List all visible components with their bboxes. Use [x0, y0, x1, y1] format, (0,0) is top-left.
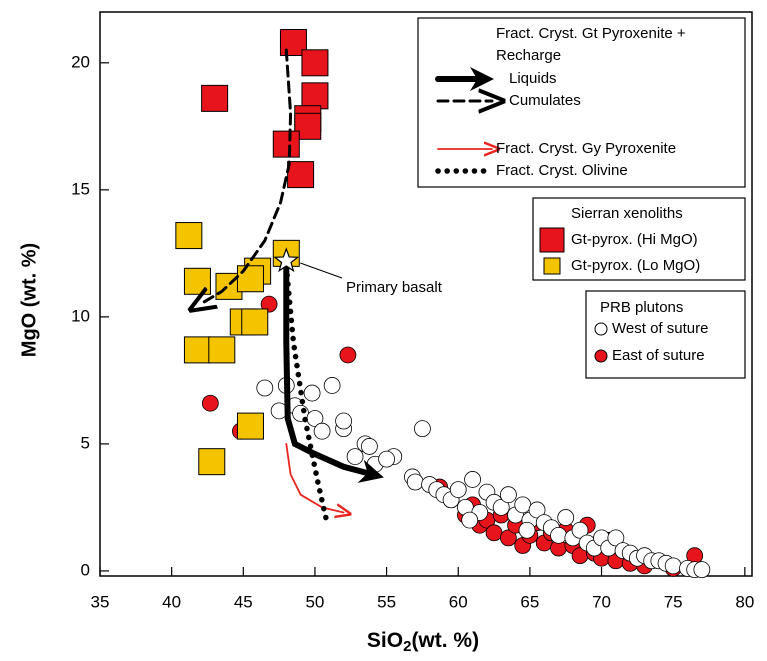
- legend-label: Gt-pyrox. (Hi MgO): [571, 231, 698, 248]
- circle-marker: [461, 511, 479, 529]
- x-tick-label: 45: [234, 592, 253, 611]
- x-axis-label: SiO2(wt. %): [367, 629, 479, 655]
- circle-marker: [335, 412, 353, 430]
- circle-marker: [406, 473, 424, 491]
- square-marker: [301, 49, 329, 77]
- primary-star: [273, 247, 300, 273]
- legend-swatch: [539, 227, 565, 253]
- square-marker: [175, 222, 203, 250]
- circle-marker: [607, 529, 625, 547]
- x-tick-label: 75: [664, 592, 683, 611]
- legend-header: Fract. Cryst. Gt Pyroxenite +: [496, 25, 686, 42]
- legend-label: West of suture: [612, 320, 708, 337]
- annotation: Primary basalt: [346, 279, 443, 296]
- legend-label: East of suture: [612, 347, 705, 364]
- square-marker: [236, 412, 264, 440]
- square-marker: [241, 308, 269, 336]
- circle-marker: [528, 501, 546, 519]
- legend-box: [585, 290, 746, 379]
- circle-marker: [323, 377, 341, 394]
- x-tick-label: 65: [520, 592, 539, 611]
- circle-marker: [571, 521, 589, 539]
- square-marker: [272, 130, 300, 158]
- square-marker: [198, 448, 226, 476]
- y-tick-label: 0: [81, 560, 90, 579]
- x-tick-label: 40: [162, 592, 181, 611]
- circle-marker: [313, 422, 331, 440]
- model-curve: [283, 263, 384, 483]
- legend-label: Cumulates: [509, 92, 581, 109]
- circle-marker: [499, 486, 517, 504]
- legend-label: Fract. Cryst. Olivine: [496, 162, 628, 179]
- x-label-part: (wt. %): [411, 629, 479, 652]
- x-tick-label: 60: [449, 592, 468, 611]
- x-tick-label: 35: [91, 592, 110, 611]
- square-marker: [301, 82, 329, 110]
- circle-marker: [378, 450, 395, 468]
- legend-box: [532, 197, 746, 281]
- square-marker: [236, 265, 264, 293]
- legend-title: Sierran xenoliths: [571, 205, 683, 222]
- circle-marker: [449, 481, 467, 499]
- legend-swatch: [594, 349, 608, 363]
- circle-marker: [414, 420, 431, 438]
- square-marker: [208, 336, 236, 364]
- circle-marker: [360, 438, 378, 455]
- model-curve: [283, 263, 330, 523]
- square-marker: [287, 161, 315, 189]
- plot-frame: [99, 11, 753, 577]
- legend-title: PRB plutons: [600, 299, 683, 316]
- y-tick-label: 10: [71, 306, 90, 325]
- square-marker: [183, 336, 211, 364]
- y-axis-label: MgO (wt. %): [18, 243, 40, 357]
- circle-marker: [201, 394, 219, 412]
- plot-area: [99, 11, 753, 579]
- circle-marker: [557, 509, 575, 526]
- circle-marker: [514, 496, 532, 514]
- model-curve: [200, 48, 293, 304]
- circle-marker: [499, 529, 517, 547]
- circle-marker: [664, 557, 682, 575]
- square-marker: [183, 267, 211, 295]
- circle-marker: [550, 526, 567, 544]
- circle-marker: [339, 346, 357, 364]
- x-tick-label: 55: [377, 592, 396, 611]
- square-marker: [201, 84, 229, 112]
- model-curve: [285, 442, 343, 513]
- circle-marker: [693, 561, 711, 579]
- circle-marker: [518, 521, 536, 539]
- y-tick-label: 20: [71, 52, 90, 71]
- circle-marker: [303, 384, 321, 402]
- legend-label: Fract. Cryst. Gy Pyroxenite: [496, 140, 676, 157]
- x-tick-label: 50: [305, 592, 324, 611]
- circle-marker: [492, 499, 510, 516]
- legend-header: Recharge: [496, 47, 561, 64]
- x-tick-label: 70: [592, 592, 611, 611]
- circle-marker: [260, 295, 278, 313]
- legend-label: Liquids: [509, 70, 557, 87]
- x-tick-label: 80: [735, 592, 754, 611]
- legend-swatch: [543, 257, 561, 275]
- legend-label: Gt-pyrox. (Lo MgO): [571, 257, 700, 274]
- y-tick-label: 5: [81, 433, 90, 452]
- x-label-sub: 2: [403, 638, 411, 655]
- circle-marker: [464, 471, 481, 488]
- circle-marker: [256, 379, 274, 397]
- y-tick-label: 15: [71, 179, 90, 198]
- annotation-leader: [300, 262, 343, 279]
- x-label-part: SiO: [367, 629, 403, 652]
- circle-marker: [485, 524, 503, 542]
- legend-swatch: [594, 322, 608, 336]
